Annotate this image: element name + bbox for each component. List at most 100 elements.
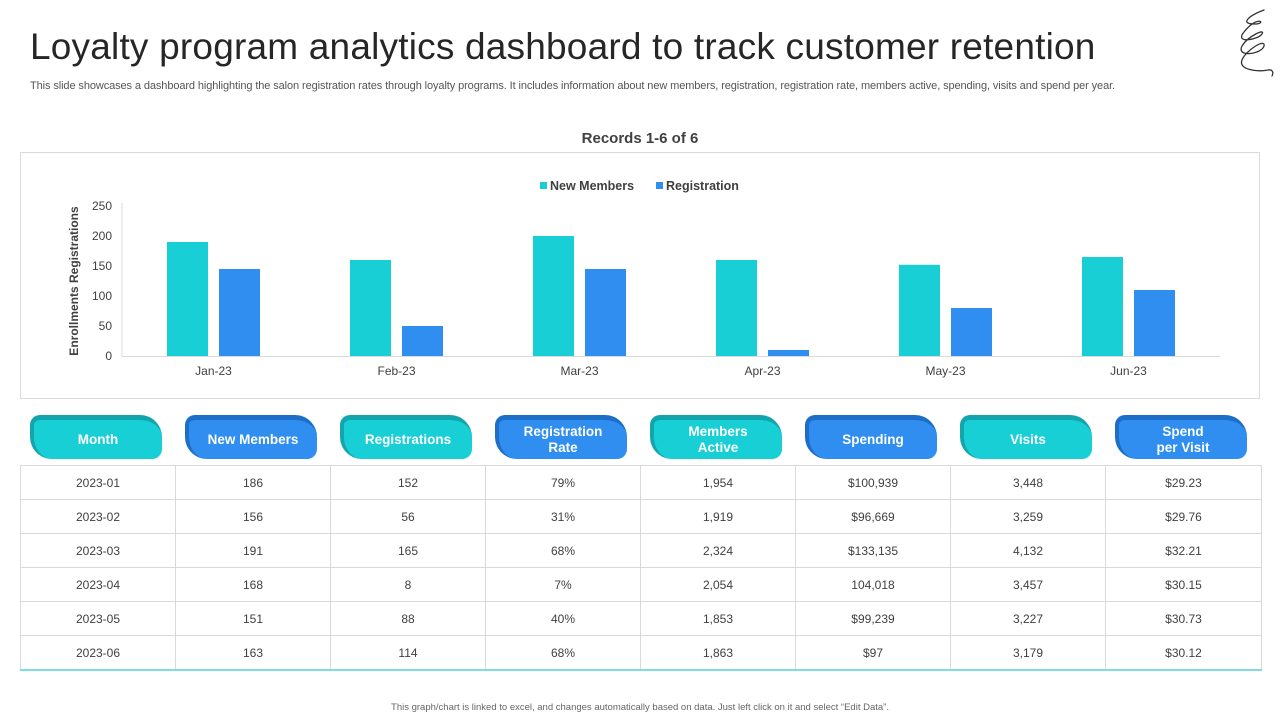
bar-registration-may-23: [951, 308, 992, 356]
bar-new-members-apr-23: [716, 260, 757, 356]
bar-registration-feb-23: [402, 326, 443, 356]
column-header-spend-per-visit: Spend per Visit: [1115, 415, 1247, 459]
column-header-registration-rate: Registration Rate: [495, 415, 627, 459]
y-tick-label: 200: [92, 229, 112, 243]
table-cell: 8: [330, 567, 486, 602]
table-cell: 186: [175, 465, 331, 500]
page-title: Loyalty program analytics dashboard to t…: [30, 26, 1096, 67]
table-cell: $133,135: [795, 533, 951, 568]
table-cell: 3,259: [950, 499, 1106, 534]
bar-new-members-may-23: [899, 264, 940, 356]
x-tick-label: Feb-23: [377, 364, 415, 378]
records-title: Records 1-6 of 6: [581, 130, 699, 147]
table-cell: 156: [175, 499, 331, 534]
table-cell: 152: [330, 465, 486, 500]
table-cell: 68%: [485, 635, 641, 671]
y-tick-label: 100: [92, 289, 112, 303]
table-row: 2023-01 186 152 79% 1,954 $100,939 3,448 $29.23: [20, 465, 1262, 500]
column-header-members-active: Members Active: [650, 415, 782, 459]
x-tick-label: May-23: [925, 364, 965, 378]
table-cell: $29.23: [1105, 465, 1262, 500]
table-cell: 151: [175, 601, 331, 636]
table-row: 2023-04 168 8 7% 2,054 104,018 3,457 $30.15: [20, 567, 1262, 602]
x-tick-label: Jun-23: [1110, 364, 1147, 378]
table-cell: 79%: [485, 465, 641, 500]
bar-registration-jan-23: [219, 269, 260, 356]
table-cell: 68%: [485, 533, 641, 568]
y-tick-label: 250: [92, 199, 112, 213]
table-cell: 7%: [485, 567, 641, 602]
bar-new-members-jun-23: [1082, 257, 1123, 356]
table-cell: 2,324: [640, 533, 796, 568]
table-cell: $100,939: [795, 465, 951, 500]
table-cell: 104,018: [795, 567, 951, 602]
table-cell: 2023-05: [20, 601, 176, 636]
bar-registration-jun-23: [1134, 290, 1175, 356]
bar-new-members-jan-23: [167, 242, 208, 356]
y-tick-label: 0: [105, 349, 112, 363]
table-cell: 165: [330, 533, 486, 568]
table-cell: $30.15: [1105, 567, 1262, 602]
table-cell: 4,132: [950, 533, 1106, 568]
table-cell: 31%: [485, 499, 641, 534]
legend-label: New Members: [550, 179, 634, 193]
bar-registration-mar-23: [585, 269, 626, 356]
table-cell: $32.21: [1105, 533, 1262, 568]
column-header-new-members: New Members: [185, 415, 317, 459]
bar-chart: 0 50 100 150 200 250 Enrollments Registrations…: [20, 152, 1260, 399]
chart-svg: 0 50 100 150 200 250 Enrollments Registrations…: [67, 179, 1220, 378]
legend-label: Registration: [666, 179, 739, 193]
table-cell: $29.76: [1105, 499, 1262, 534]
table-cell: 3,457: [950, 567, 1106, 602]
table-header-row: Month New Members Registrations Registratio…: [20, 413, 1261, 465]
x-tick-label: Apr-23: [744, 364, 780, 378]
table-cell: $96,669: [795, 499, 951, 534]
table-cell: 2023-06: [20, 635, 176, 671]
table-cell: 40%: [485, 601, 641, 636]
table-cell: 191: [175, 533, 331, 568]
bar-new-members-mar-23: [533, 236, 574, 356]
y-tick-label: 150: [92, 259, 112, 273]
page-subtitle: This slide showcases a dashboard highlig…: [30, 80, 1116, 92]
table-cell: 56: [330, 499, 486, 534]
bar-registration-apr-23: [768, 350, 809, 356]
table-cell: $97: [795, 635, 951, 671]
legend-swatch-0: [540, 182, 547, 189]
y-axis-label: Enrollments Registrations: [67, 206, 81, 356]
table-cell: 1,853: [640, 601, 796, 636]
table-cell: 1,919: [640, 499, 796, 534]
column-header-spending: Spending: [805, 415, 937, 459]
table-cell: 2023-03: [20, 533, 176, 568]
table-cell: 163: [175, 635, 331, 671]
column-header-registrations: Registrations: [340, 415, 472, 459]
table-row: 2023-02 156 56 31% 1,919 $96,669 3,259 $29.76: [20, 499, 1262, 534]
x-tick-label: Mar-23: [560, 364, 598, 378]
table-cell: 114: [330, 635, 486, 671]
table-cell: $30.73: [1105, 601, 1262, 636]
table-cell: 88: [330, 601, 486, 636]
table-cell: 3,179: [950, 635, 1106, 671]
y-tick-label: 50: [99, 319, 113, 333]
table-cell: 2023-01: [20, 465, 176, 500]
legend-swatch-1: [656, 182, 663, 189]
table-cell: 3,227: [950, 601, 1106, 636]
footnote: This graph/chart is linked to excel, and…: [391, 702, 889, 713]
x-tick-label: Jan-23: [195, 364, 232, 378]
data-table: Month New Members Registrations Registratio…: [20, 413, 1262, 671]
table-cell: 2,054: [640, 567, 796, 602]
column-header-visits: Visits: [960, 415, 1092, 459]
table-row: 2023-03 191 165 68% 2,324 $133,135 4,132 $32.21: [20, 533, 1262, 568]
table-cell: 2023-04: [20, 567, 176, 602]
table-row: 2023-06 163 114 68% 1,863 $97 3,179 $30.12: [20, 635, 1262, 671]
table-body: 2023-01 186 152 79% 1,954 $100,939 3,448 $29.23…: [20, 465, 1262, 671]
column-header-month: Month: [30, 415, 162, 459]
table-cell: $30.12: [1105, 635, 1262, 671]
bar-new-members-feb-23: [350, 260, 391, 356]
table-cell: 1,954: [640, 465, 796, 500]
decorative-squiggle-icon: [1240, 9, 1274, 77]
table-cell: 3,448: [950, 465, 1106, 500]
table-row: 2023-05 151 88 40% 1,853 $99,239 3,227 $30.73: [20, 601, 1262, 636]
table-cell: 1,863: [640, 635, 796, 671]
table-cell: 2023-02: [20, 499, 176, 534]
table-cell: $99,239: [795, 601, 951, 636]
